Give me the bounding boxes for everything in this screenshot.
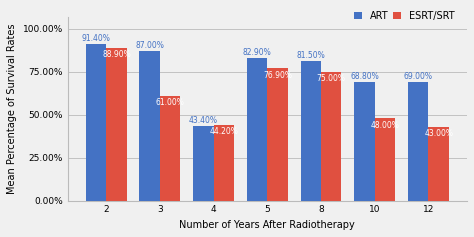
Legend: ART, ESRT/SRT: ART, ESRT/SRT [350, 7, 458, 25]
Bar [247, 58, 267, 201]
Text: 43.40%: 43.40% [189, 116, 218, 125]
Text: 87.00%: 87.00% [135, 41, 164, 50]
Text: 75.00%: 75.00% [317, 74, 346, 83]
Text: 69.00%: 69.00% [404, 72, 433, 81]
Text: 68.80%: 68.80% [350, 73, 379, 82]
Text: 88.90%: 88.90% [102, 50, 131, 59]
X-axis label: Number of Years After Radiotherapy: Number of Years After Radiotherapy [180, 220, 355, 230]
Text: 43.00%: 43.00% [424, 129, 453, 138]
Bar [375, 118, 395, 201]
Bar [267, 68, 288, 201]
Bar [139, 51, 160, 201]
Bar [321, 72, 341, 201]
Text: 82.90%: 82.90% [243, 48, 272, 57]
Text: 76.90%: 76.90% [263, 71, 292, 80]
Bar [408, 82, 428, 201]
Bar [193, 126, 214, 201]
Y-axis label: Mean Percentage of Survival Rates: Mean Percentage of Survival Rates [7, 23, 17, 194]
Text: 61.00%: 61.00% [155, 98, 184, 107]
Bar [301, 60, 321, 201]
Bar [355, 82, 375, 201]
Text: 48.00%: 48.00% [371, 121, 400, 130]
Bar [106, 48, 127, 201]
Bar [86, 44, 106, 201]
Bar [428, 127, 449, 201]
Text: 81.50%: 81.50% [296, 51, 325, 60]
Bar [160, 96, 180, 201]
Text: 91.40%: 91.40% [82, 34, 110, 43]
Bar [214, 125, 234, 201]
Text: 44.20%: 44.20% [210, 127, 238, 136]
